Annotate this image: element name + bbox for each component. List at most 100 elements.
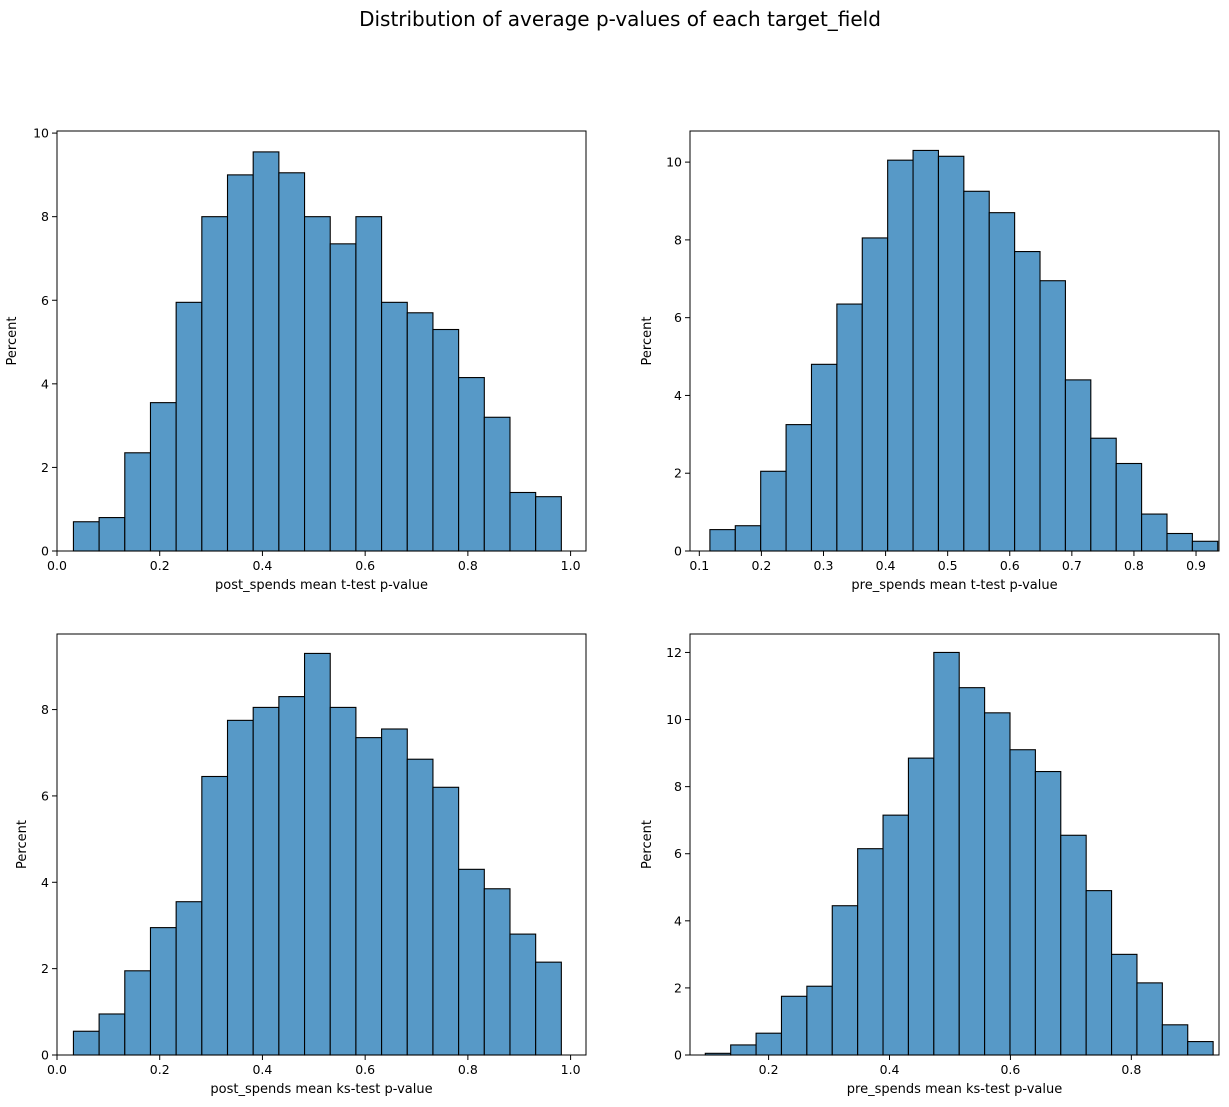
histogram-bar [1060, 834, 1087, 1056]
subplot-post-ttest: 0.0 0.2 0.4 0.6 0.8 1.0 0 2 4 6 8 10 post_spends mea… [5, 126, 587, 593]
histogram-bar [458, 377, 485, 552]
histogram-bar [72, 521, 100, 552]
y-tick-label: 0 [674, 1048, 682, 1063]
histogram-bar [1141, 513, 1168, 552]
histogram-bar [98, 1013, 126, 1056]
x-tick-label: 0.6 [1000, 1062, 1020, 1077]
histogram-bar [933, 651, 960, 1056]
histogram-bar [458, 868, 485, 1056]
histogram-bar [381, 301, 408, 552]
x-tick-label: 0.6 [355, 558, 375, 573]
x-tick-label: 0.0 [47, 1062, 67, 1077]
histogram-bar [175, 301, 203, 552]
histogram-bar [278, 172, 306, 552]
histogram-bar [329, 706, 357, 1056]
y-tick-label: 2 [674, 980, 682, 995]
x-tick-label: 0.5 [938, 558, 958, 573]
histogram-bar [1039, 280, 1066, 552]
y-tick-label: 4 [674, 388, 682, 403]
histogram-bar [984, 712, 1011, 1056]
histogram-bar [535, 496, 562, 552]
y-tick-label: 2 [41, 961, 49, 976]
axes-frame [689, 130, 1220, 552]
histogram-bar [912, 149, 939, 552]
histogram-bar [252, 151, 280, 552]
histogram-bar [730, 1044, 757, 1056]
axes-frame [56, 633, 587, 1056]
histogram-bar [755, 1032, 783, 1056]
y-axis-label: Percent [640, 317, 655, 366]
figure-suptitle: Distribution of average p-values of each… [359, 7, 881, 31]
histogram-bar [1090, 437, 1117, 552]
histogram-bar [355, 737, 383, 1056]
histogram-bar [958, 687, 986, 1056]
y-axis-label: Percent [15, 820, 30, 869]
histogram-bar [483, 416, 511, 552]
x-axis-label: pre_spends mean t-test p-value [851, 578, 1057, 593]
y-tick-label: 6 [674, 846, 682, 861]
y-tick-label: 10 [666, 712, 682, 727]
histogram-bar [432, 786, 460, 1056]
histogram-bar [1187, 1041, 1214, 1056]
x-tick-label: 1.0 [561, 558, 581, 573]
x-tick-label: 0.1 [689, 558, 709, 573]
y-tick-label: 0 [674, 544, 682, 559]
y-tick-label: 2 [41, 460, 49, 475]
histogram-bar [1014, 251, 1041, 552]
histogram-bar [1136, 982, 1163, 1056]
histogram-bar [963, 190, 990, 552]
subplot-pre-kstest: 0.2 0.4 0.6 0.8 0 2 4 6 8 10 12 pre_spends mean ks-… [640, 633, 1220, 1097]
x-axis-label: post_spends mean ks-test p-value [210, 1082, 432, 1097]
histogram-bar [861, 237, 889, 552]
y-tick-label: 4 [41, 875, 49, 890]
y-tick-label: 6 [41, 788, 49, 803]
y-tick-label: 4 [674, 913, 682, 928]
x-axis-label: post_spends mean t-test p-value [215, 578, 428, 593]
histogram-bar [1111, 953, 1138, 1056]
histogram-bar [734, 525, 762, 552]
axes-frame [689, 633, 1220, 1056]
y-tick-label: 6 [41, 293, 49, 308]
histogram-bar [806, 985, 833, 1056]
histogram-bar [98, 517, 126, 552]
histogram-bar [810, 363, 838, 552]
histogram-bar [1034, 770, 1062, 1056]
y-tick-label: 10 [33, 126, 49, 141]
histogram-bar [882, 814, 909, 1056]
histogram-bar [226, 174, 254, 552]
x-axis-label: pre_spends mean ks-test p-value [847, 1082, 1062, 1097]
histogram-bar [175, 901, 203, 1056]
x-tick-label: 0.4 [876, 558, 896, 573]
histogram-bar [406, 312, 434, 552]
histogram-bar [709, 529, 736, 552]
axes-frame [56, 130, 587, 552]
x-tick-label: 0.3 [814, 558, 834, 573]
histogram-bar [303, 652, 331, 1056]
y-tick-label: 8 [41, 209, 49, 224]
x-tick-label: 0.8 [1124, 558, 1144, 573]
y-tick-label: 8 [674, 232, 682, 247]
histogram-bar [149, 927, 177, 1056]
histogram-bar [785, 424, 813, 552]
y-tick-label: 8 [674, 779, 682, 794]
histogram-bar [1115, 462, 1143, 552]
x-tick-label: 0.4 [880, 1062, 900, 1077]
histogram-bar [1191, 540, 1219, 552]
histogram-bar [535, 961, 562, 1056]
x-tick-label: 0.2 [150, 1062, 170, 1077]
histogram-bar [432, 328, 460, 552]
x-tick-label: 0.7 [1062, 558, 1082, 573]
x-tick-label: 0.2 [759, 1062, 779, 1077]
histogram-bar [887, 159, 914, 552]
histogram-bar [1085, 890, 1113, 1056]
histogram-bar [1009, 749, 1036, 1056]
histogram-bar [988, 212, 1016, 552]
histogram-bar [857, 848, 884, 1056]
histogram-bar [406, 758, 434, 1056]
histogram-bar [1166, 532, 1193, 552]
subplot-post-kstest: 0.0 0.2 0.4 0.6 0.8 1.0 0 2 4 6 8 post_spends mean … [15, 633, 587, 1097]
y-tick-label: 0 [41, 1048, 49, 1063]
histogram-bar [836, 303, 863, 552]
y-tick-label: 0 [41, 544, 49, 559]
